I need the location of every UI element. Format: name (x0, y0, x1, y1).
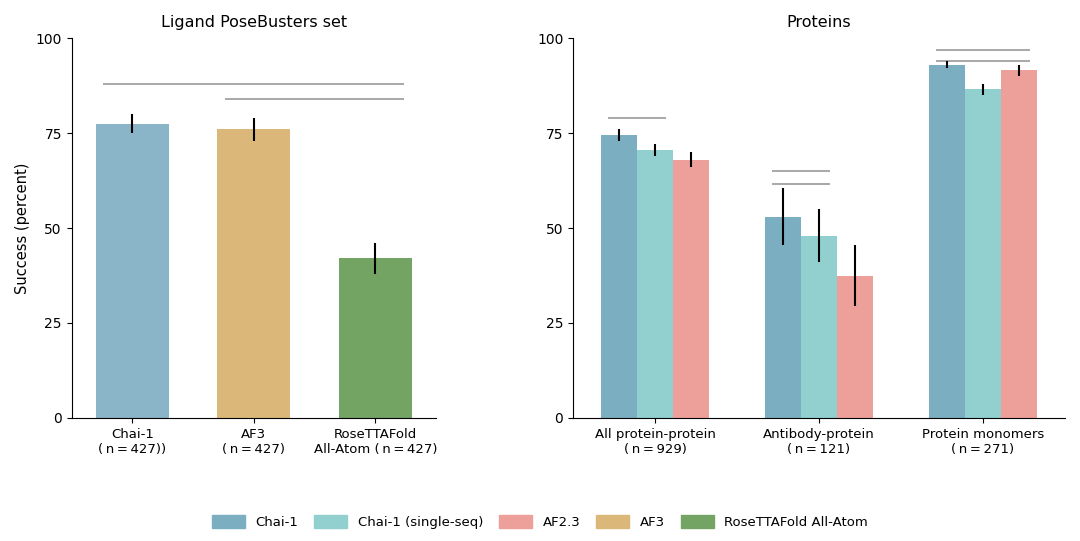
Bar (217, 129, 291, 418)
Bar (929, 65, 964, 418)
Y-axis label: Success (percent): Success (percent) (15, 162, 30, 294)
Bar (765, 216, 801, 418)
Bar (96, 123, 168, 418)
Bar (339, 259, 411, 418)
Title: Proteins: Proteins (786, 15, 851, 30)
Bar (1001, 70, 1037, 418)
Bar (964, 89, 1001, 418)
Title: Ligand PoseBusters set: Ligand PoseBusters set (161, 15, 347, 30)
Bar (837, 275, 873, 418)
Bar (673, 160, 710, 418)
Legend: Chai-1, Chai-1 (single-seq), AF2.3, AF3, RoseTTAFold All-Atom: Chai-1, Chai-1 (single-seq), AF2.3, AF3,… (206, 510, 874, 535)
Bar (600, 135, 637, 418)
Bar (637, 150, 673, 418)
Bar (801, 236, 837, 418)
